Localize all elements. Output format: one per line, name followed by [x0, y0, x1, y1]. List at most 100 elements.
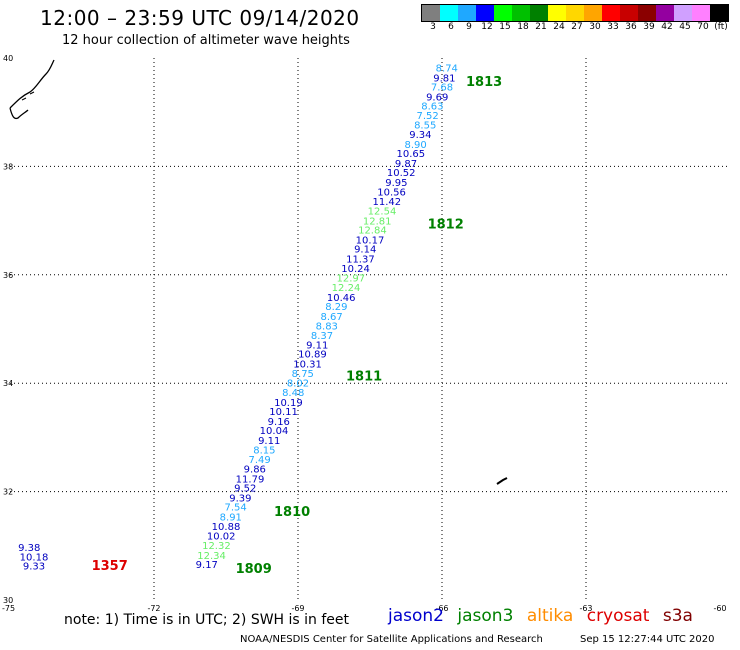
- legend-swatch: [656, 5, 674, 21]
- color-legend: [421, 4, 729, 22]
- satellite-jason2: jason2: [388, 606, 444, 626]
- swh-value: 10.89: [298, 350, 327, 361]
- swh-value: 9.87: [395, 159, 417, 170]
- map-title: 12:00 – 23:59 UTC 09/14/2020: [40, 6, 360, 30]
- legend-label: 12: [481, 22, 493, 32]
- legend-label: 70: [697, 22, 709, 32]
- legend-label: 3: [430, 22, 436, 32]
- lat-tick-label: 32: [3, 488, 13, 497]
- swh-value: 8.90: [404, 140, 426, 151]
- swh-value: 9.95: [385, 178, 407, 189]
- swh-value: 12.81: [363, 216, 392, 227]
- swh-value: 10.52: [387, 168, 416, 179]
- legend-label: 24: [553, 22, 565, 32]
- legend-swatch: [566, 5, 584, 21]
- swh-value: 9.33: [23, 562, 45, 573]
- legend-label: (ft): [714, 22, 728, 32]
- legend-swatch: [458, 5, 476, 21]
- lat-tick-label: 30: [3, 596, 13, 605]
- swh-value: 10.46: [327, 293, 356, 304]
- swh-value: 8.02: [287, 378, 309, 389]
- swh-value: 9.11: [258, 436, 280, 447]
- legend-swatch: [422, 5, 440, 21]
- satellite-altika: altika: [526, 606, 574, 626]
- track-labels: 1813 1812 1811 1810 1809 1357: [92, 75, 503, 577]
- lon-tick-label: -72: [147, 604, 160, 613]
- swh-value: 8.83: [316, 322, 338, 333]
- swh-value: 12.54: [368, 207, 397, 218]
- track-number-label: 1809: [236, 562, 272, 577]
- satellite-jason3: jason3: [457, 606, 514, 626]
- legend-swatch: [548, 5, 566, 21]
- legend-swatch: [620, 5, 638, 21]
- swh-value: 7.52: [416, 111, 438, 122]
- swh-value: 10.65: [396, 149, 425, 160]
- legend-label: 6: [448, 22, 454, 32]
- coastline: [9, 59, 508, 485]
- track-number-label: 1357: [92, 559, 128, 574]
- swh-value: 12.32: [202, 541, 231, 552]
- axis-labels: -75 -72 -69 -66 -63 -60 40 38 36 34 32 30: [2, 54, 727, 613]
- legend-swatch: [476, 5, 494, 21]
- swh-value: 10.02: [207, 531, 236, 542]
- data-points: 8.749.817.689.698.637.528.559.348.9010.6…: [18, 64, 458, 573]
- lat-tick-label: 40: [3, 54, 13, 63]
- swh-value: 9.69: [426, 92, 448, 103]
- lat-tick-label: 34: [3, 379, 13, 388]
- legend-swatch: [638, 5, 656, 21]
- swh-value: 8.91: [220, 512, 242, 523]
- swh-value: 9.16: [268, 417, 290, 428]
- swh-value: 9.86: [244, 465, 266, 476]
- legend-label: 9: [466, 22, 472, 32]
- bermuda-island: [496, 477, 508, 485]
- lon-tick-label: -66: [435, 604, 448, 613]
- swh-value: 9.39: [229, 493, 251, 504]
- legend-label: 42: [661, 22, 673, 32]
- swh-value: 9.81: [433, 73, 455, 84]
- swh-value: 8.55: [414, 120, 436, 131]
- swh-value: 11.42: [372, 197, 401, 208]
- swh-value: 8.74: [436, 64, 458, 75]
- swh-value: 11.37: [346, 254, 375, 265]
- lon-tick-label: -63: [579, 604, 592, 613]
- legend-swatch: [710, 5, 728, 21]
- legend-swatch: [494, 5, 512, 21]
- lat-tick-label: 38: [3, 162, 13, 171]
- lon-tick-label: -75: [2, 604, 15, 613]
- legend-label: 39: [643, 22, 655, 32]
- track-number-label: 1811: [346, 369, 382, 384]
- credit-text: NOAA/NESDIS Center for Satellite Applica…: [240, 634, 543, 645]
- legend-label: 30: [589, 22, 601, 32]
- track-number-label: 1812: [428, 218, 464, 233]
- swh-value: 9.52: [234, 484, 256, 495]
- map-grid: [10, 58, 730, 600]
- swh-value: 8.63: [421, 101, 443, 112]
- timestamp: Sep 15 12:27:44 UTC 2020: [580, 634, 715, 645]
- swh-value: 10.04: [260, 426, 289, 437]
- swh-value: 9.34: [409, 130, 431, 141]
- swh-value: 7.49: [248, 455, 270, 466]
- swh-value: 7.54: [224, 503, 246, 514]
- legend-label: 36: [625, 22, 637, 32]
- swh-value: 10.31: [293, 359, 322, 370]
- satellite-cryosat: cryosat: [586, 606, 650, 626]
- swh-value: 10.56: [377, 188, 406, 199]
- swh-value: 10.18: [20, 552, 49, 563]
- swh-value: 8.75: [292, 369, 314, 380]
- track-number-label: 1813: [466, 75, 502, 90]
- footer-note: note: 1) Time is in UTC; 2) SWH is in fe…: [64, 612, 350, 628]
- swh-value: 9.11: [306, 341, 328, 352]
- swh-value: 8.67: [320, 312, 342, 323]
- legend-swatch: [584, 5, 602, 21]
- swh-value: 10.88: [212, 522, 241, 533]
- swh-value: 7.68: [431, 83, 453, 94]
- swh-value: 12.97: [336, 273, 365, 284]
- legend-swatch: [674, 5, 692, 21]
- coastline-nantucket: [21, 91, 35, 101]
- swh-value: 9.14: [354, 245, 376, 256]
- swh-value: 10.11: [269, 407, 298, 418]
- swh-value: 8.37: [311, 331, 333, 342]
- legend-label: 18: [517, 22, 529, 32]
- swh-value: 8.29: [325, 302, 347, 313]
